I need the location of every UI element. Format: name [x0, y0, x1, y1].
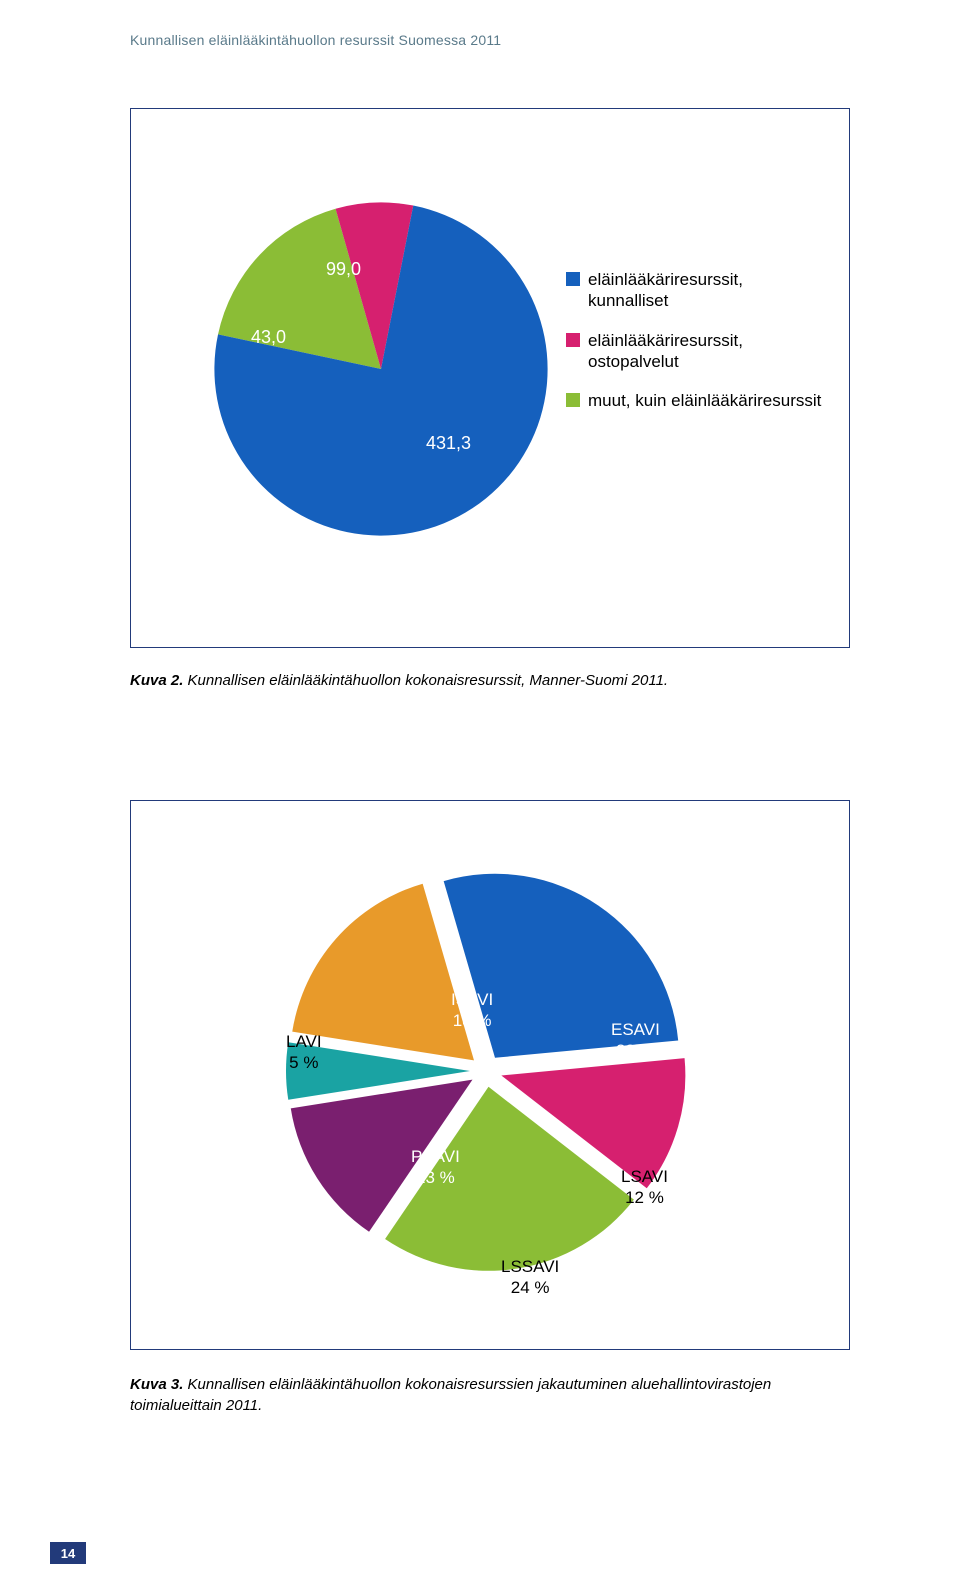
caption-1-text: Kunnallisen eläinlääkintähuollon kokonai… [183, 672, 668, 689]
caption-2-text: Kunnallisen eläinlääkintähuollon kokonai… [130, 1376, 771, 1414]
chart-1-box: 99,0 43,0 431,3 eläinlääkäriresurssit, k… [130, 108, 850, 648]
legend-label: muut, kuin eläinlääkäriresurssit [588, 390, 821, 411]
legend-item-kunnalliset: eläinlääkäriresurssit, kunnalliset [566, 269, 826, 312]
caption-2: Kuva 3. Kunnallisen eläinlääkintähuollon… [130, 1374, 850, 1416]
legend-label: eläinlääkäriresurssit, kunnalliset [588, 269, 826, 312]
caption-1-bold: Kuva 2. [130, 672, 183, 689]
legend-label: eläinlääkäriresurssit, ostopalvelut [588, 330, 826, 373]
chart-2-box: LAVI5 % ISAVI18 % ESAVI28 % PSAVI13 % LS… [130, 800, 850, 1350]
caption-1: Kuva 2. Kunnallisen eläinlääkintähuollon… [130, 672, 668, 689]
legend-swatch [566, 272, 580, 286]
slice-label-lavi: LAVI5 % [286, 1031, 322, 1074]
slice-label-esavi: ESAVI28 % [611, 1019, 660, 1062]
page-header: Kunnallisen eläinlääkintähuollon resurss… [130, 32, 501, 48]
chart-1-legend: eläinlääkäriresurssit, kunnalliset eläin… [566, 269, 826, 429]
legend-item-ostopalvelut: eläinlääkäriresurssit, ostopalvelut [566, 330, 826, 373]
chart-1-pie: 99,0 43,0 431,3 [211, 199, 551, 539]
slice-label-lssavi: LSSAVI24 % [501, 1256, 559, 1299]
legend-swatch [566, 393, 580, 407]
legend-swatch [566, 333, 580, 347]
caption-2-bold: Kuva 3. [130, 1376, 183, 1393]
slice-label-lsavi: LSAVI12 % [621, 1166, 668, 1209]
chart-2-pie [286, 871, 686, 1271]
legend-item-muut: muut, kuin eläinlääkäriresurssit [566, 390, 826, 411]
slice-label-psavi: PSAVI13 % [411, 1146, 460, 1189]
slice-label-isavi: ISAVI18 % [451, 989, 493, 1032]
page-number: 14 [50, 1542, 86, 1564]
